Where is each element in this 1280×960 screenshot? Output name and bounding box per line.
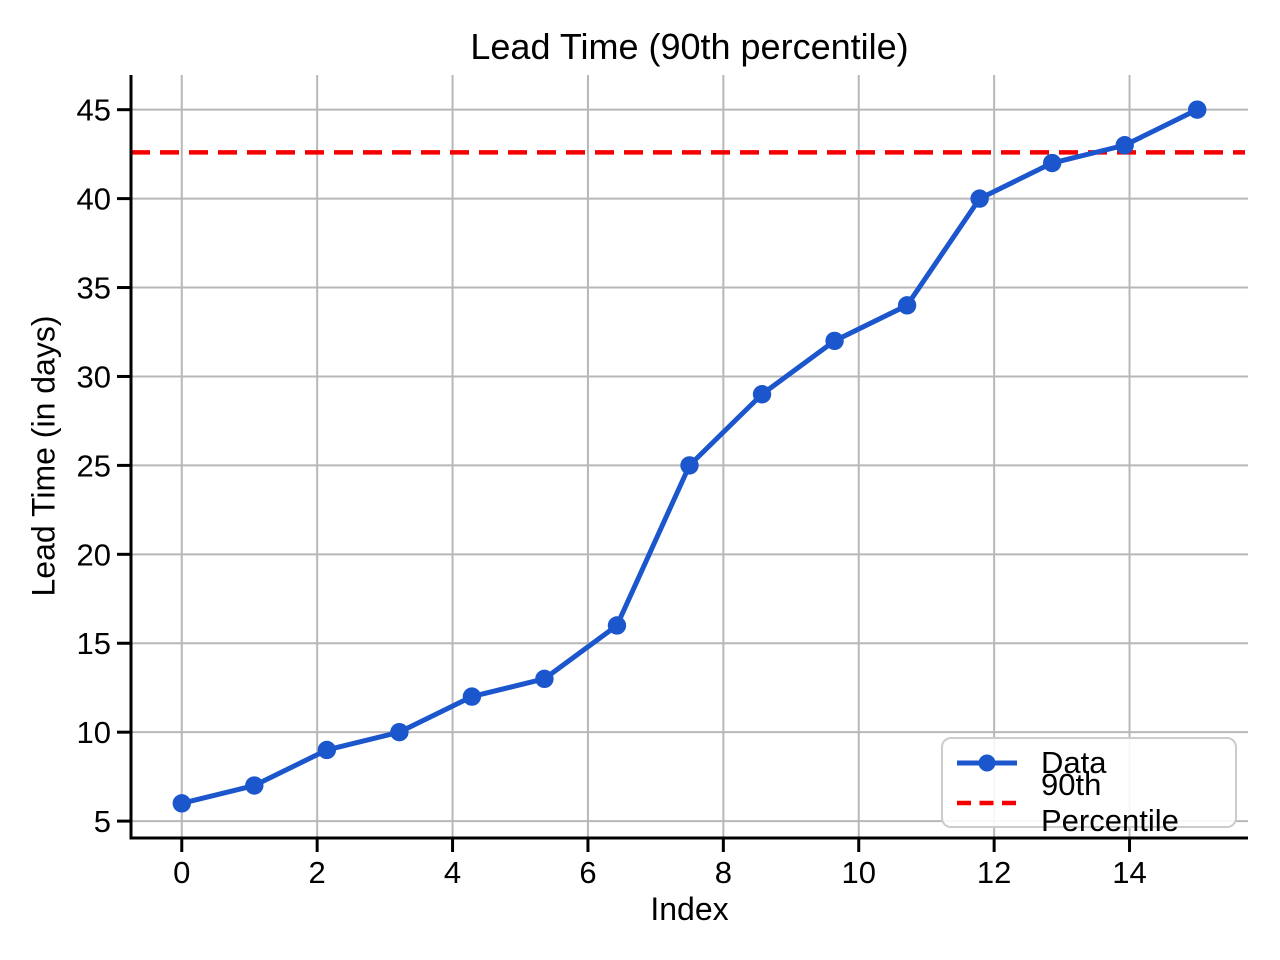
- legend-label-data: Data: [1041, 744, 1107, 780]
- legend: Data 90th Percentile: [941, 737, 1237, 838]
- x-axis-label: Index: [650, 891, 729, 927]
- x-tick-label-12: 12: [977, 855, 1011, 890]
- percentile-line-swatch: [957, 800, 1017, 805]
- legend-item-percentile: 90th Percentile: [955, 767, 1235, 838]
- data-point-13: [1115, 136, 1134, 155]
- y-tick-label-35: 35: [77, 271, 111, 306]
- data-point-14: [1188, 100, 1207, 119]
- y-tick-label-40: 40: [77, 182, 111, 217]
- y-tick-label-25: 25: [77, 448, 111, 483]
- y-tick-label-45: 45: [77, 93, 111, 128]
- x-tick-label-0: 0: [173, 855, 190, 890]
- data-point-2: [317, 740, 337, 760]
- data-point-4: [462, 687, 482, 706]
- data-point-12: [1042, 153, 1062, 173]
- x-tick-label-8: 8: [715, 855, 732, 890]
- x-tick-label-6: 6: [579, 855, 596, 890]
- data-marker-icon: [978, 754, 996, 771]
- x-tick-label-14: 14: [1112, 855, 1146, 890]
- x-tick-label-4: 4: [444, 855, 461, 890]
- legend-item-data: Data: [955, 744, 1235, 780]
- y-tick-label-15: 15: [77, 626, 111, 661]
- data-point-1: [245, 776, 264, 795]
- y-tick-label-30: 30: [77, 359, 111, 394]
- chart-title: Lead Time (90th percentile): [470, 26, 909, 67]
- data-point-8: [752, 385, 772, 404]
- data-point-11: [970, 189, 989, 208]
- data-point-6: [607, 616, 627, 635]
- x-tick-label-2: 2: [309, 855, 326, 890]
- y-tick-label-10: 10: [77, 715, 111, 750]
- data-point-5: [535, 669, 554, 689]
- data-point-0: [172, 794, 191, 813]
- y-tick-label-5: 5: [94, 804, 111, 839]
- y-axis-label: Lead Time (in days): [25, 315, 62, 597]
- y-tick-label-20: 20: [77, 537, 111, 572]
- data-point-9: [825, 331, 844, 351]
- data-point-10: [897, 296, 917, 315]
- data-point-7: [680, 456, 699, 475]
- legend-label-percentile: 90th Percentile: [1041, 766, 1179, 838]
- data-point-3: [390, 722, 409, 742]
- x-tick-label-10: 10: [842, 855, 876, 890]
- data-line-swatch: [957, 754, 1017, 771]
